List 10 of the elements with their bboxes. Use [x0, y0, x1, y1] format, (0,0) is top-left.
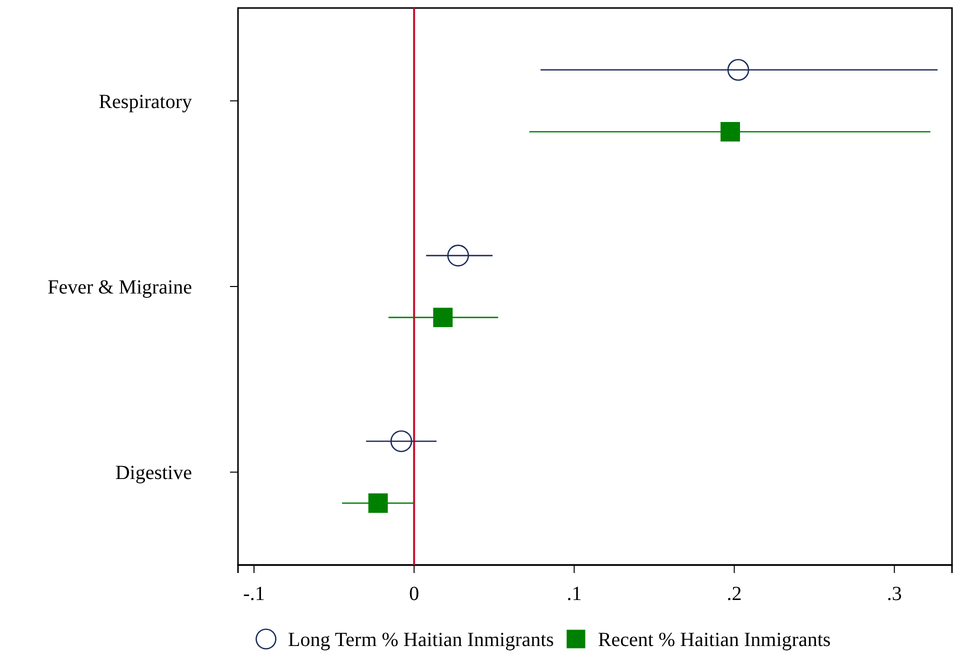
- legend-label: Long Term % Haitian Inmigrants: [288, 629, 554, 651]
- x-tick-label: -.1: [243, 583, 265, 605]
- legend-label: Recent % Haitian Inmigrants: [598, 629, 831, 651]
- x-tick-label: .1: [566, 583, 582, 605]
- x-tick-label: 0: [409, 583, 420, 605]
- x-tick-label: .3: [886, 583, 902, 605]
- y-tick-label: Digestive: [115, 462, 192, 484]
- y-tick-label: Respiratory: [98, 90, 192, 113]
- y-tick-label: Fever & Migraine: [48, 276, 192, 298]
- x-tick-label: .2: [726, 583, 742, 605]
